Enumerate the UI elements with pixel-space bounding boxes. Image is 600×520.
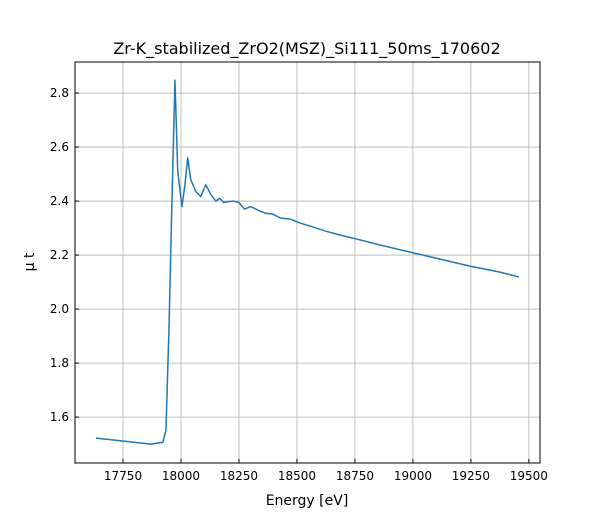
y-tick-label: 2.4 (50, 194, 69, 208)
x-axis-label: Energy [eV] (266, 493, 349, 509)
y-tick-label: 1.8 (50, 356, 69, 370)
x-tick-label: 19000 (394, 469, 432, 483)
plot-frame (74, 61, 541, 464)
chart-title: Zr-K_stabilized_ZrO2(MSZ)_Si111_50ms_170… (113, 39, 500, 59)
y-axis-label: μ t (22, 252, 38, 271)
x-tick-label: 17750 (104, 469, 142, 483)
data-line (96, 79, 520, 445)
x-tick-label: 18750 (336, 469, 374, 483)
x-tick-label: 19250 (452, 469, 490, 483)
y-tick-label: 2.6 (50, 140, 69, 154)
y-tick-label: 2.2 (50, 248, 69, 262)
x-tick-label: 19500 (510, 469, 548, 483)
y-tick-label: 2.0 (50, 302, 69, 316)
y-tick-label: 2.8 (50, 86, 69, 100)
x-tick-label: 18000 (162, 469, 200, 483)
x-tick-label: 18500 (278, 469, 316, 483)
y-tick-label: 1.6 (50, 410, 69, 424)
x-tick-label: 18250 (220, 469, 258, 483)
